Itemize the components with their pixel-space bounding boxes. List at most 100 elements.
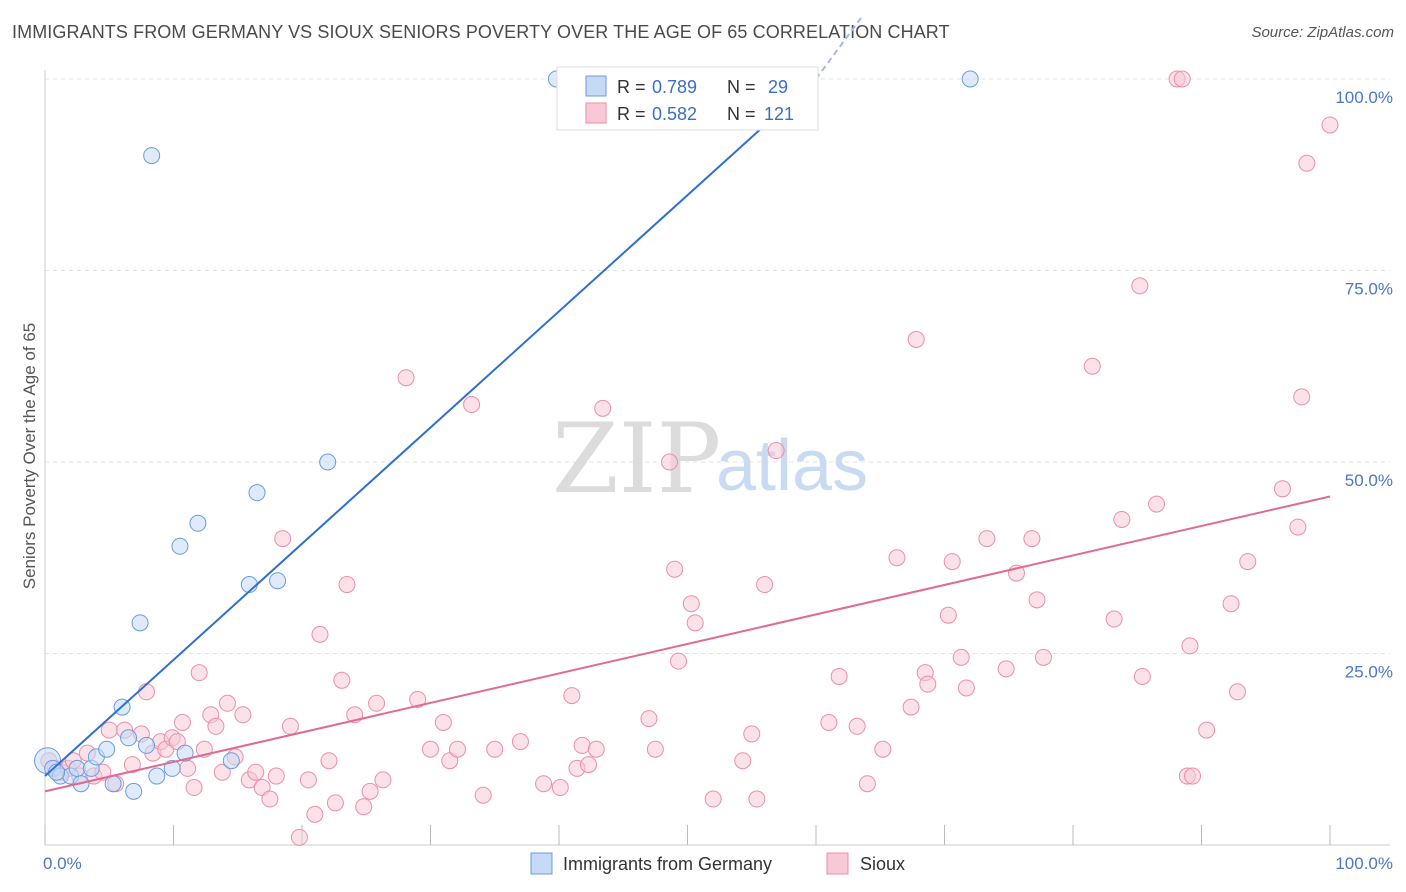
point-sioux-95 [957, 679, 975, 697]
point-germany-27 [961, 70, 979, 88]
trend-lines [44, 17, 1331, 793]
legend-n-value-germany: 29 [768, 77, 788, 97]
point-sioux-27 [213, 763, 231, 781]
legend-n-value-sioux: 121 [764, 104, 794, 124]
point-sioux-104 [1113, 510, 1131, 528]
point-germany-9 [104, 775, 122, 793]
point-germany-14 [138, 736, 156, 754]
point-sioux-71 [661, 453, 679, 471]
legend-swatch-sioux [585, 102, 607, 124]
watermark-zip: ZIP [552, 403, 721, 515]
point-germany-18 [171, 537, 189, 555]
point-sioux-92 [939, 606, 957, 624]
point-sioux-47 [355, 798, 373, 816]
point-germany-8 [98, 740, 116, 758]
point-sioux-97 [997, 660, 1015, 678]
point-sioux-112 [1184, 767, 1202, 785]
point-sioux-120 [1298, 154, 1316, 172]
point-germany-24 [269, 572, 287, 590]
grid-lines [45, 78, 1390, 654]
point-sioux-116 [1239, 553, 1257, 571]
point-germany-21 [222, 752, 240, 770]
point-sioux-85 [858, 775, 876, 793]
point-sioux-45 [338, 576, 356, 594]
source-label: Source: ZipAtlas.com [1251, 24, 1394, 41]
point-sioux-54 [434, 713, 452, 731]
trend-line-germany [44, 78, 817, 777]
point-sioux-103 [1105, 610, 1123, 628]
points-immigrants-from-germany [34, 70, 979, 800]
point-sioux-89 [907, 330, 925, 348]
point-sioux-105 [1131, 277, 1149, 295]
trend-extension-germany [815, 17, 862, 80]
y-tick-label-0: 25.0% [1345, 663, 1393, 682]
point-sioux-20 [173, 713, 191, 731]
point-sioux-79 [748, 790, 766, 808]
point-sioux-67 [587, 740, 605, 758]
point-germany-25 [319, 453, 337, 471]
x-tick-label-1: 100.0% [1335, 854, 1393, 873]
point-sioux-58 [474, 786, 492, 804]
point-sioux-72 [666, 560, 684, 578]
point-sioux-68 [594, 399, 612, 417]
point-sioux-99 [1023, 530, 1041, 548]
point-sioux-41 [311, 625, 329, 643]
point-sioux-118 [1289, 518, 1307, 536]
point-sioux-86 [874, 740, 892, 758]
series-legend: Immigrants from Germany Sioux [530, 852, 905, 875]
legend-r-label-sioux: R = [617, 104, 646, 124]
point-sioux-48 [361, 782, 379, 800]
legend-swatch-germany [585, 75, 607, 97]
point-sioux-101 [1034, 648, 1052, 666]
point-germany-19 [176, 744, 194, 762]
bottom-legend-swatch-germany [530, 852, 553, 875]
chart-title: IMMIGRANTS FROM GERMANY VS SIOUX SENIORS… [12, 22, 950, 42]
point-sioux-32 [247, 763, 265, 781]
point-sioux-30 [234, 706, 252, 724]
watermark-atlas: atlas [716, 426, 868, 506]
y-tick-label-3: 100.0% [1335, 88, 1393, 107]
point-sioux-82 [820, 713, 838, 731]
point-germany-13 [131, 614, 149, 632]
point-sioux-21 [179, 759, 197, 777]
trend-line-sioux [44, 495, 1331, 793]
point-sioux-113 [1198, 721, 1216, 739]
point-sioux-88 [902, 698, 920, 716]
legend-r-value-germany: 0.789 [652, 77, 697, 97]
point-sioux-111 [1181, 637, 1199, 655]
point-sioux-76 [704, 790, 722, 808]
point-sioux-83 [830, 667, 848, 685]
watermark: ZIP atlas [552, 403, 868, 515]
point-germany-12 [125, 782, 143, 800]
point-sioux-74 [682, 595, 700, 613]
point-sioux-119 [1293, 388, 1311, 406]
point-sioux-57 [463, 396, 481, 414]
point-germany-4 [68, 759, 86, 777]
point-sioux-80 [756, 576, 774, 594]
point-sioux-56 [448, 740, 466, 758]
point-sioux-39 [299, 771, 317, 789]
point-sioux-73 [670, 652, 688, 670]
point-sioux-26 [207, 717, 225, 735]
point-sioux-114 [1222, 595, 1240, 613]
point-sioux-91 [919, 675, 937, 693]
x-tick-labels: 0.0% 100.0% [43, 854, 1393, 873]
point-sioux-66 [580, 756, 598, 774]
point-sioux-23 [190, 664, 208, 682]
point-sioux-102 [1083, 357, 1101, 375]
stats-legend: R = 0.789 N = 29 R = 0.582 N = 121 [556, 66, 819, 131]
point-sioux-37 [281, 717, 299, 735]
y-tick-label-1: 50.0% [1345, 471, 1393, 490]
y-axis-label: Seniors Poverty Over the Age of 65 [20, 323, 39, 589]
point-germany-20 [189, 514, 207, 532]
point-sioux-34 [261, 790, 279, 808]
bottom-legend-label-sioux: Sioux [860, 854, 905, 874]
point-germany-15 [143, 147, 161, 165]
point-sioux-42 [320, 752, 338, 770]
point-sioux-59 [486, 740, 504, 758]
point-sioux-87 [888, 549, 906, 567]
points-sioux [40, 70, 1339, 846]
point-sioux-49 [368, 694, 386, 712]
point-sioux-50 [374, 771, 392, 789]
point-sioux-52 [397, 369, 415, 387]
